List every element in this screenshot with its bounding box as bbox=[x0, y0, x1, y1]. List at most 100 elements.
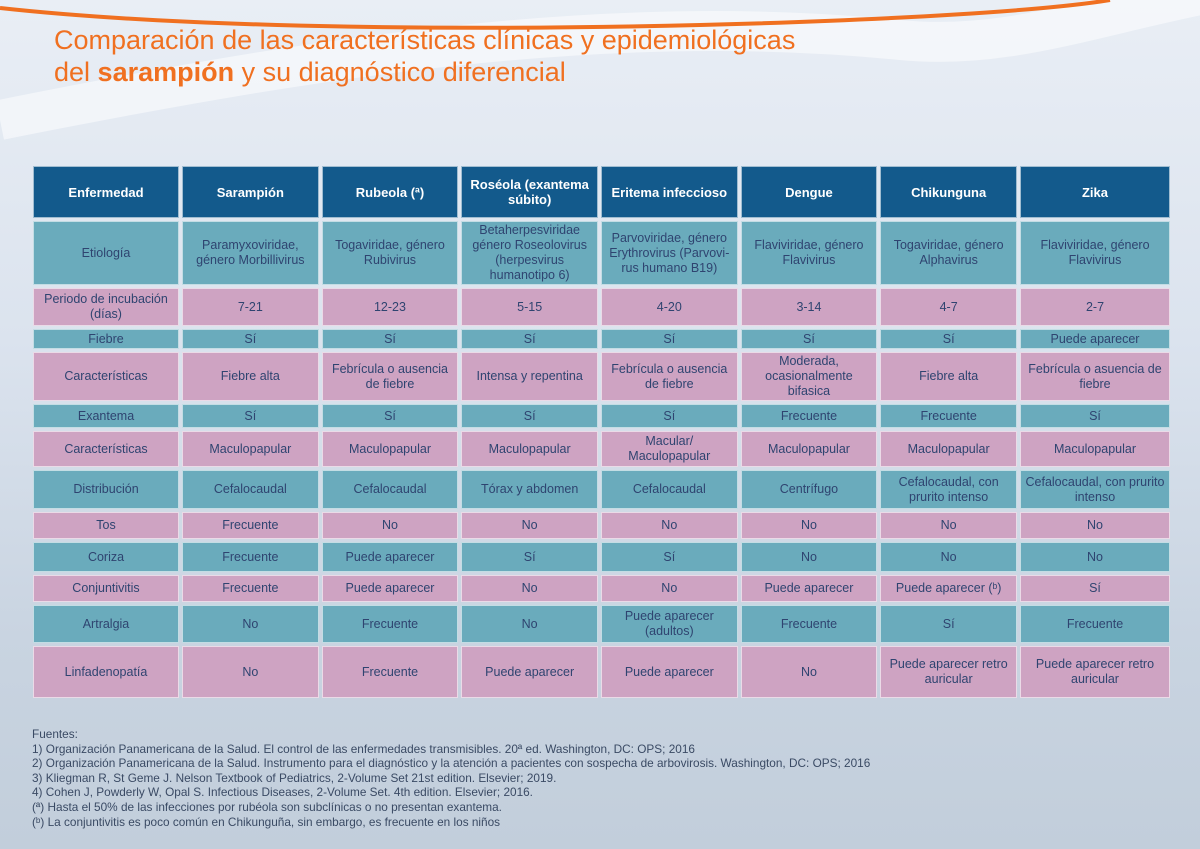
table-cell: Cefalocaudal, con prurito intenso bbox=[1020, 470, 1170, 509]
table-cell: Puede aparecer (adultos) bbox=[600, 605, 738, 643]
table-cell: Sí bbox=[321, 329, 459, 349]
sources: Fuentes: 1) Organización Panamericana de… bbox=[32, 727, 870, 829]
table-cell: No bbox=[600, 575, 738, 602]
table-cell: No bbox=[880, 542, 1017, 572]
table-cell: No bbox=[740, 512, 878, 539]
table-cell: Sí bbox=[321, 404, 459, 428]
table-cell: Maculopapular bbox=[1020, 431, 1170, 467]
table-cell: Frecuente bbox=[740, 404, 878, 428]
table-cell: Tórax y abdomen bbox=[461, 470, 598, 509]
table-cell: No bbox=[880, 512, 1017, 539]
table-cell: Febrícula o ausencia de fiebre bbox=[321, 352, 459, 401]
table-cell: Parvoviridae, género Erythrovirus (Parvo… bbox=[600, 221, 738, 285]
table-cell: Togaviridae, género Alphavirus bbox=[880, 221, 1017, 285]
table-cell: No bbox=[1020, 512, 1170, 539]
table-cell: Cefalocaudal, con prurito intenso bbox=[880, 470, 1017, 509]
table-cell: Frecuente bbox=[182, 575, 319, 602]
table-cell: Fiebre alta bbox=[880, 352, 1017, 401]
table-row: Características Maculopapular Maculopapula… bbox=[33, 431, 1170, 467]
table-row: Coriza Frecuente Puede aparecer Sí Sí No No No bbox=[33, 542, 1170, 572]
source-item: 4) Cohen J, Powderly W, Opal S. Infectio… bbox=[32, 785, 533, 800]
row-label: Etiología bbox=[33, 221, 179, 285]
table-header-row: Enfermedad Sarampión Rubeola (ª) Roséola (e… bbox=[33, 166, 1170, 218]
table-cell: Frecuente bbox=[182, 512, 319, 539]
table-cell: Puede aparecer retro auricular bbox=[880, 646, 1017, 698]
table-cell: Maculopapular bbox=[321, 431, 459, 467]
row-label: Características bbox=[33, 431, 179, 467]
table-cell: Sí bbox=[182, 329, 319, 349]
table-cell: 5-15 bbox=[461, 288, 598, 326]
table-row: Conjuntivitis Frecuente Puede aparecer No No… bbox=[33, 575, 1170, 602]
table-cell: 3-14 bbox=[740, 288, 878, 326]
table-cell: 2-7 bbox=[1020, 288, 1170, 326]
table-cell: Intensa y repentina bbox=[461, 352, 598, 401]
column-header: Dengue bbox=[740, 166, 878, 218]
table-cell: Flaviviridae, género Flavivirus bbox=[740, 221, 878, 285]
sources-heading: Fuentes: bbox=[32, 727, 78, 741]
comparison-table: Enfermedad Sarampión Rubeola (ª) Roséola (e… bbox=[30, 163, 1173, 701]
title-text: y su diagnóstico diferencial bbox=[234, 57, 566, 87]
row-label: Artralgia bbox=[33, 605, 179, 643]
column-header: Eritema infeccioso bbox=[600, 166, 738, 218]
title-line-1: Comparación de las características clíni… bbox=[54, 25, 796, 55]
table-cell: No bbox=[461, 512, 598, 539]
table-cell: Puede aparecer bbox=[461, 646, 598, 698]
table-cell: Sí bbox=[740, 329, 878, 349]
table-cell: Flaviviridae, género Flavivirus bbox=[1020, 221, 1170, 285]
table-cell: Maculopapular bbox=[182, 431, 319, 467]
table-cell: Sí bbox=[461, 329, 598, 349]
table-cell: No bbox=[461, 575, 598, 602]
table-cell: No bbox=[1020, 542, 1170, 572]
column-header: Zika bbox=[1020, 166, 1170, 218]
table-cell: No bbox=[600, 512, 738, 539]
table-cell: 4-20 bbox=[600, 288, 738, 326]
row-label: Características bbox=[33, 352, 179, 401]
row-label: Periodo de incubación (días) bbox=[33, 288, 179, 326]
column-header: Rubeola (ª) bbox=[321, 166, 459, 218]
table-cell: Frecuente bbox=[740, 605, 878, 643]
row-label: Conjuntivitis bbox=[33, 575, 179, 602]
table-cell: Sí bbox=[1020, 404, 1170, 428]
table-cell: Sí bbox=[880, 605, 1017, 643]
table-cell: Sí bbox=[182, 404, 319, 428]
table-cell: Togaviridae, género Rubivirus bbox=[321, 221, 459, 285]
row-label: Coriza bbox=[33, 542, 179, 572]
source-item: 1) Organización Panamericana de la Salud… bbox=[32, 741, 695, 756]
row-label: Exantema bbox=[33, 404, 179, 428]
table-cell: Febrícula o ausencia de fiebre bbox=[600, 352, 738, 401]
table-cell: Puede aparecer bbox=[600, 646, 738, 698]
page-title: Comparación de las características clíni… bbox=[54, 24, 795, 88]
table-cell: Febrícula o asuencia de fiebre bbox=[1020, 352, 1170, 401]
table-cell: No bbox=[740, 542, 878, 572]
table-cell: Sí bbox=[600, 404, 738, 428]
table-cell: Sí bbox=[461, 542, 598, 572]
table-cell: Centrífugo bbox=[740, 470, 878, 509]
table-cell: Frecuente bbox=[182, 542, 319, 572]
table-cell: Puede aparecer retro auricular bbox=[1020, 646, 1170, 698]
table-cell: Sí bbox=[600, 542, 738, 572]
row-label: Distribución bbox=[33, 470, 179, 509]
table-cell: Maculopapular bbox=[880, 431, 1017, 467]
table-cell: Macular/ Maculopapular bbox=[600, 431, 738, 467]
table-cell: No bbox=[321, 512, 459, 539]
row-label: Linfadenopatía bbox=[33, 646, 179, 698]
table-row: Artralgia No Frecuente No Puede aparecer (ad… bbox=[33, 605, 1170, 643]
table-cell: Maculopapular bbox=[461, 431, 598, 467]
table-cell: Frecuente bbox=[321, 605, 459, 643]
table-cell: Puede aparecer bbox=[740, 575, 878, 602]
title-line-2: del sarampión y su diagnóstico diferenci… bbox=[54, 56, 795, 88]
table-cell: Fiebre alta bbox=[182, 352, 319, 401]
row-label: Tos bbox=[33, 512, 179, 539]
source-item: 3) Kliegman R, St Geme J. Nelson Textboo… bbox=[32, 770, 557, 785]
table-row: Tos Frecuente No No No No No No bbox=[33, 512, 1170, 539]
column-header: Enfermedad bbox=[33, 166, 179, 218]
decorative-swoosh bbox=[0, 0, 1200, 140]
table-row: Exantema Sí Sí Sí Sí Frecuente Frecuente Sí bbox=[33, 404, 1170, 428]
table-row: Distribución Cefalocaudal Cefalocaudal Tóra… bbox=[33, 470, 1170, 509]
source-item: (ᵇ) La conjuntivitis es poco común en Ch… bbox=[32, 814, 501, 829]
table-cell: Cefalocaudal bbox=[182, 470, 319, 509]
column-header: Sarampión bbox=[182, 166, 319, 218]
table-cell: Frecuente bbox=[1020, 605, 1170, 643]
table-cell: Sí bbox=[1020, 575, 1170, 602]
table-cell: No bbox=[182, 605, 319, 643]
